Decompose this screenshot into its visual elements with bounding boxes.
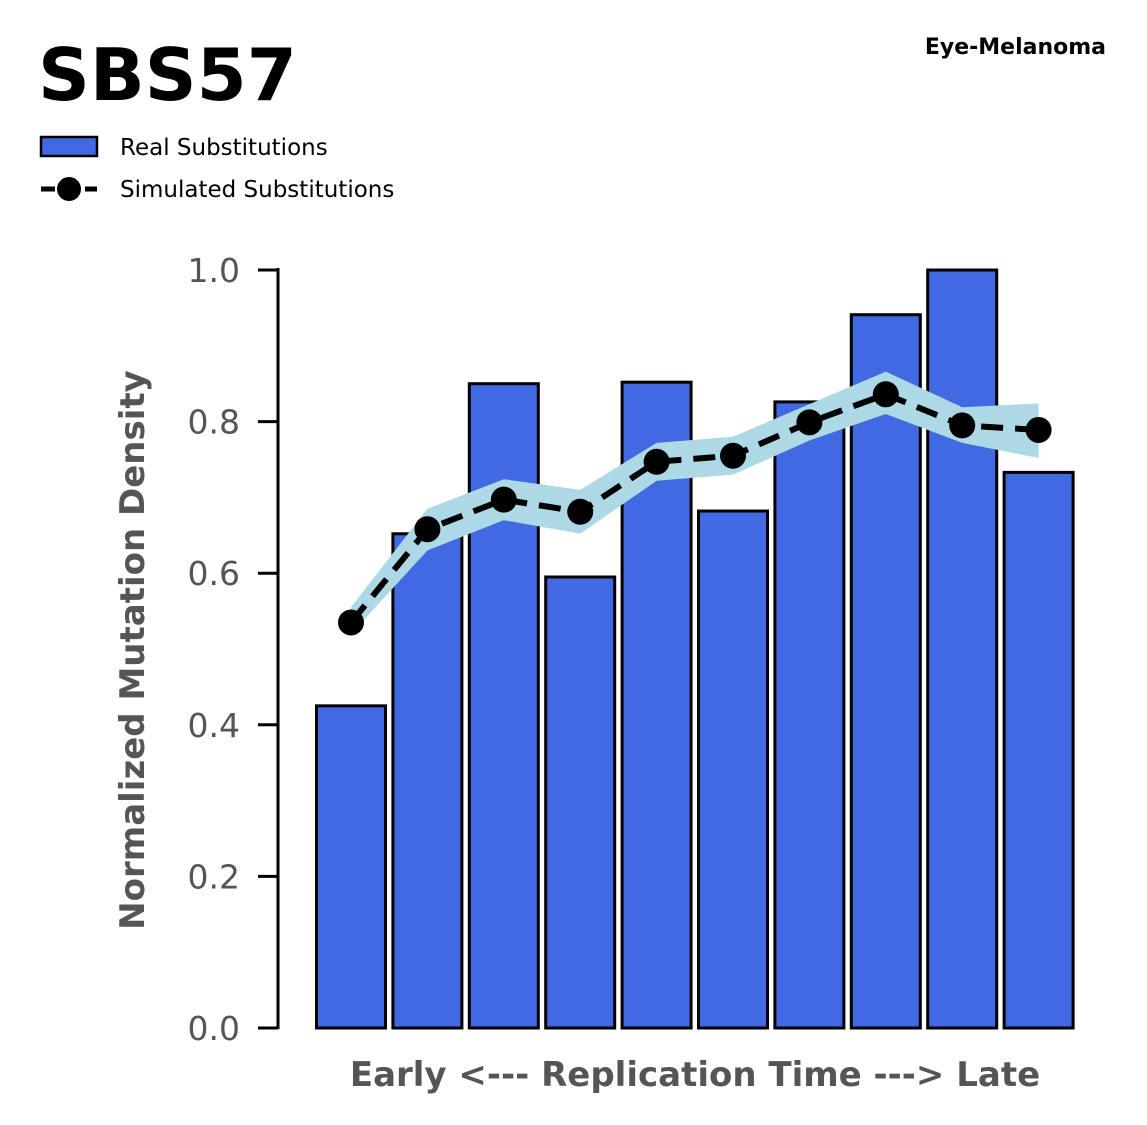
- y-axis-label: Normalized Mutation Density: [113, 370, 153, 930]
- legend: Real Substitutions Simulated Substitutio…: [39, 135, 394, 203]
- bars-layer: [315, 268, 1075, 1030]
- bar-2: [391, 532, 464, 1030]
- y-tick-label-0.2: 0.2: [188, 857, 240, 896]
- y-ticks: 0.0 0.2 0.4 0.6 0.8 1.0: [188, 251, 278, 1048]
- plot-area: [315, 268, 1075, 1030]
- simulated-point-8: [872, 381, 899, 408]
- simulated-point-3: [490, 486, 517, 513]
- y-tick-label-1.0: 1.0: [188, 251, 240, 290]
- bar-4: [544, 575, 617, 1030]
- legend-label-real: Real Substitutions: [120, 135, 328, 161]
- bar-6: [697, 509, 769, 1030]
- simulated-line: [348, 391, 1039, 625]
- simulated-point-10: [1025, 416, 1052, 443]
- chart-title: SBS57: [38, 33, 297, 117]
- simulated-markers: [338, 381, 1052, 636]
- simulated-point-7: [796, 409, 823, 436]
- y-tick-label-0.4: 0.4: [188, 706, 240, 745]
- y-tick-label-0.6: 0.6: [188, 554, 240, 593]
- legend-marker-swatch: [57, 177, 81, 201]
- simulated-point-2: [414, 516, 441, 543]
- y-tick-label-0.0: 0.0: [188, 1009, 240, 1048]
- chart-subtitle: Eye-Melanoma: [925, 35, 1106, 60]
- simulated-point-9: [949, 412, 976, 439]
- bar-8: [849, 313, 922, 1030]
- y-tick-label-0.8: 0.8: [188, 403, 240, 442]
- bar-1: [315, 704, 387, 1030]
- x-axis-label: Early <--- Replication Time ---> Late: [350, 1055, 1040, 1095]
- bar-7: [773, 400, 846, 1030]
- legend-bar-swatch: [39, 135, 99, 158]
- y-axis: 0.0 0.2 0.4 0.6 0.8 1.0: [188, 251, 280, 1048]
- simulated-point-5: [643, 448, 670, 475]
- bar-9: [926, 268, 999, 1030]
- bar-10: [1002, 470, 1075, 1030]
- simulated-point-6: [720, 442, 746, 469]
- legend-label-simulated: Simulated Substitutions: [120, 177, 394, 203]
- simulated-point-4: [567, 498, 594, 525]
- simulated-point-1: [338, 609, 364, 636]
